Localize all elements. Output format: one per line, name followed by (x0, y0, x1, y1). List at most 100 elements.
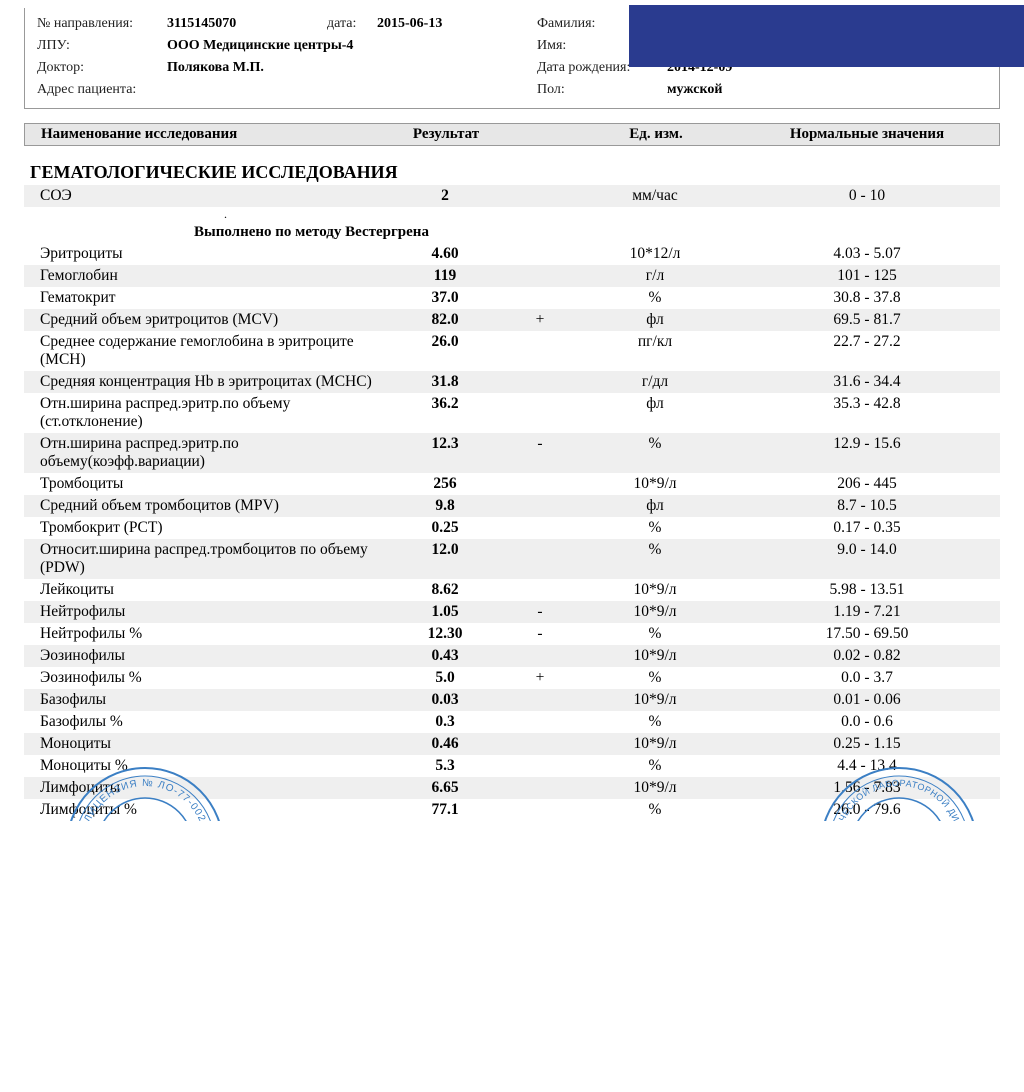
test-result: 2 (380, 187, 510, 205)
table-row: Тромбоциты25610*9/л206 - 445 (24, 473, 1000, 495)
test-unit: 10*9/л (570, 475, 740, 493)
test-unit: % (570, 713, 740, 731)
test-norm: 69.5 - 81.7 (740, 311, 994, 329)
column-header-row: Наименование исследования Результат Ед. … (24, 123, 1000, 146)
col-unit: Ед. изм. (571, 126, 741, 143)
table-row: Нейтрофилы %12.30-%17.50 - 69.50 (24, 623, 1000, 645)
test-name: СОЭ (30, 187, 380, 205)
test-norm: 35.3 - 42.8 (740, 395, 994, 413)
test-result: 36.2 (380, 395, 510, 413)
table-row: Моноциты0.4610*9/л0.25 - 1.15 (24, 733, 1000, 755)
test-name: Эритроциты (30, 245, 380, 263)
test-name: Гемоглобин (30, 267, 380, 285)
test-unit: 10*9/л (570, 581, 740, 599)
table-row: Гемоглобин119г/л101 - 125 (24, 265, 1000, 287)
test-norm: 30.8 - 37.8 (740, 289, 994, 307)
test-unit: % (570, 519, 740, 537)
section-title: ГЕМАТОЛОГИЧЕСКИЕ ИССЛЕДОВАНИЯ (24, 146, 1000, 185)
test-norm: 0.17 - 0.35 (740, 519, 994, 537)
sex-value: мужской (667, 82, 722, 98)
test-norm: 0.25 - 1.15 (740, 735, 994, 753)
test-flag: + (510, 311, 570, 329)
table-row: Эозинофилы0.4310*9/л0.02 - 0.82 (24, 645, 1000, 667)
test-unit: 10*12/л (570, 245, 740, 263)
lab-report-page: № направления: 3115145070 дата: 2015-06-… (0, 0, 1024, 821)
test-unit: % (570, 435, 740, 453)
date-value: 2015-06-13 (377, 16, 442, 32)
test-norm: 9.0 - 14.0 (740, 541, 994, 559)
table-row: Базофилы %0.3%0.0 - 0.6 (24, 711, 1000, 733)
table-row: Гематокрит37.0%30.8 - 37.8 (24, 287, 1000, 309)
test-result: 119 (380, 267, 510, 285)
referral-label: № направления: (37, 16, 167, 32)
test-result: 31.8 (380, 373, 510, 391)
test-result: 5.3 (380, 757, 510, 775)
doctor-value: Полякова М.П. (167, 60, 264, 76)
test-norm: 12.9 - 15.6 (740, 435, 994, 453)
test-norm: 206 - 445 (740, 475, 994, 493)
table-row: Базофилы0.0310*9/л0.01 - 0.06 (24, 689, 1000, 711)
table-row: Тромбокрит (PCT)0.25%0.17 - 0.35 (24, 517, 1000, 539)
test-name: Отн.ширина распред.эритр.по объему (ст.о… (30, 395, 380, 431)
test-result: 0.3 (380, 713, 510, 731)
test-norm: 4.03 - 5.07 (740, 245, 994, 263)
table-row: Отн.ширина распред.эритр.по объему (ст.о… (24, 393, 1000, 433)
test-result: 0.03 (380, 691, 510, 709)
test-result: 26.0 (380, 333, 510, 351)
test-unit: 10*9/л (570, 603, 740, 621)
lpu-value: ООО Медицинские центры-4 (167, 38, 353, 54)
col-norm: Нормальные значения (741, 126, 993, 143)
test-result: 82.0 (380, 311, 510, 329)
test-result: 5.0 (380, 669, 510, 687)
table-row: Относит.ширина распред.тромбоцитов по об… (24, 539, 1000, 579)
table-row: Эозинофилы %5.0+%0.0 - 3.7 (24, 667, 1000, 689)
test-norm: 0.0 - 3.7 (740, 669, 994, 687)
test-norm: 0.01 - 0.06 (740, 691, 994, 709)
test-unit: % (570, 757, 740, 775)
address-label: Адрес пациента: (37, 82, 167, 98)
test-unit: фл (570, 497, 740, 515)
redaction-block (629, 5, 1024, 67)
date-label: дата: (327, 16, 377, 32)
test-norm: 17.50 - 69.50 (740, 625, 994, 643)
test-name: Отн.ширина распред.эритр.по объему(коэфф… (30, 435, 380, 471)
test-unit: фл (570, 395, 740, 413)
test-name: Базофилы % (30, 713, 380, 731)
test-name: Лейкоциты (30, 581, 380, 599)
test-name: Нейтрофилы % (30, 625, 380, 643)
test-unit: фл (570, 311, 740, 329)
test-name: Эозинофилы % (30, 669, 380, 687)
table-row: Отн.ширина распред.эритр.по объему(коэфф… (24, 433, 1000, 473)
test-unit: % (570, 289, 740, 307)
table-row: Среднее содержание гемоглобина в эритроц… (24, 331, 1000, 371)
test-norm: 5.98 - 13.51 (740, 581, 994, 599)
test-name: Моноциты (30, 735, 380, 753)
test-name: Средний объем эритроцитов (MCV) (30, 311, 380, 329)
patient-header: № направления: 3115145070 дата: 2015-06-… (24, 8, 1000, 109)
test-flag: + (510, 669, 570, 687)
doctor-label: Доктор: (37, 60, 167, 76)
test-flag: - (510, 625, 570, 643)
table-row: Средний объем тромбоцитов (MPV)9.8фл8.7 … (24, 495, 1000, 517)
col-flag (511, 126, 571, 143)
stamp-left: ЛИЦЕНЗИЯ № ЛО-77-002 (60, 761, 230, 821)
test-unit: % (570, 669, 740, 687)
referral-value: 3115145070 (167, 16, 327, 32)
method-note: Выполнено по методу Вестергрена (24, 222, 1000, 243)
test-result: 256 (380, 475, 510, 493)
separator-dot: . (24, 207, 1000, 222)
test-unit: г/дл (570, 373, 740, 391)
test-unit: % (570, 625, 740, 643)
test-name: Базофилы (30, 691, 380, 709)
test-result: 0.43 (380, 647, 510, 665)
test-result: 12.3 (380, 435, 510, 453)
test-result: 0.46 (380, 735, 510, 753)
test-norm: 1.19 - 7.21 (740, 603, 994, 621)
lpu-label: ЛПУ: (37, 38, 167, 54)
test-unit: 10*9/л (570, 779, 740, 797)
test-name: Средняя концентрация Hb в эритроцитах (M… (30, 373, 380, 391)
table-row: Нейтрофилы1.05-10*9/л1.19 - 7.21 (24, 601, 1000, 623)
col-result: Результат (381, 126, 511, 143)
table-row: Эритроциты4.6010*12/л4.03 - 5.07 (24, 243, 1000, 265)
test-norm: 22.7 - 27.2 (740, 333, 994, 351)
